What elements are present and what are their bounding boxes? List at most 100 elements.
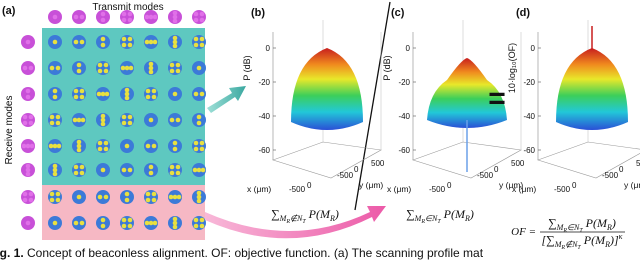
mode-lobe [172, 35, 178, 41]
mode-lobe [172, 146, 178, 152]
mode-lobe [193, 11, 199, 17]
x-tick-label: 0 [572, 181, 577, 190]
y-tick-label: 500 [371, 159, 385, 168]
formula: [∑MR∉NT P(MR)]κ [542, 232, 623, 251]
y-label: y (μm) [499, 180, 523, 190]
formula-part: ∈N [567, 223, 580, 232]
z-tick-label: -20 [398, 78, 410, 87]
mode-icon [72, 87, 86, 101]
mode-lobe [145, 191, 151, 197]
z-label: P (dB) [382, 55, 392, 80]
mode-lobe [148, 117, 154, 123]
mode-lobe [25, 94, 31, 100]
panel-label: (c) [391, 7, 405, 19]
mode-lobe [55, 197, 61, 203]
mode-lobe [196, 65, 202, 71]
mode-lobe [52, 163, 58, 169]
mode-lobe [193, 140, 199, 146]
mode-lobe [73, 170, 79, 176]
mode-lobe [172, 43, 178, 49]
mode-lobe [148, 14, 154, 20]
mode-lobe [76, 147, 82, 153]
formula-part: (M [451, 207, 466, 221]
formula-part: T [579, 228, 583, 234]
y-label: y (μm) [359, 180, 383, 190]
mode-lobe [192, 167, 198, 173]
mode-lobe [199, 11, 205, 17]
mode-lobe [79, 220, 85, 226]
mode-lobe [76, 139, 82, 145]
mode-lobe [28, 120, 34, 126]
mode-lobe [21, 143, 27, 149]
formula-part: M [556, 223, 565, 232]
mode-lobe [100, 11, 106, 17]
mode-icon [48, 113, 62, 127]
mode-icon [72, 10, 86, 24]
mode-lobe [169, 164, 175, 170]
formula-lhs: OF = [511, 226, 536, 238]
formula-part: ) [611, 216, 616, 230]
mode-icon [96, 61, 110, 75]
formula-part: ∈N [425, 214, 438, 223]
mode-lobe [25, 143, 31, 149]
mode-lobe [127, 223, 133, 229]
mode-lobe [79, 94, 85, 100]
mode-lobe [148, 220, 154, 226]
mode-lobe [148, 170, 154, 176]
y-tick-label: -500 [477, 171, 494, 180]
mode-lobe [175, 68, 181, 74]
formula-part: M [414, 214, 423, 223]
mode-lobe [79, 14, 85, 20]
mode-lobe [76, 194, 82, 200]
mode-lobe [145, 94, 151, 100]
mode-lobe [52, 94, 58, 100]
mode-icon [96, 139, 110, 153]
mode-lobe [55, 65, 61, 71]
mode-icon [168, 139, 182, 153]
mode-lobe [172, 14, 178, 20]
z-tick-label: -20 [258, 78, 270, 87]
mode-lobe [100, 121, 106, 127]
mode-lobe [196, 114, 202, 120]
z-tick-label: -40 [398, 112, 410, 121]
formula-part: R [604, 240, 610, 249]
mode-lobe [196, 198, 202, 204]
mode-lobe [100, 17, 106, 23]
mode-lobe [73, 164, 79, 170]
mode-lobe [49, 120, 55, 126]
mode-lobe [52, 39, 58, 45]
mode-icon [120, 113, 134, 127]
mode-lobe [151, 143, 157, 149]
mode-lobe [199, 146, 205, 152]
formula-part: (M [316, 207, 331, 221]
mode-lobe [148, 39, 154, 45]
mode-lobe [124, 65, 130, 71]
divider [354, 1, 391, 211]
mode-icon [144, 190, 158, 204]
mode-lobe [128, 65, 134, 71]
mode-lobe [196, 190, 202, 196]
mode-lobe [29, 143, 35, 149]
mode-lobe [175, 62, 181, 68]
z-tick-label: -40 [258, 112, 270, 121]
mode-lobe [76, 62, 82, 68]
mode-lobe [121, 36, 127, 42]
mode-lobe [172, 194, 178, 200]
mode-lobe [79, 88, 85, 94]
y-tick-label: -500 [602, 171, 619, 180]
mode-lobe [200, 167, 206, 173]
mode-lobe [28, 191, 34, 197]
mode-icon [21, 190, 35, 204]
mode-icon [120, 216, 134, 230]
mode-icon [21, 87, 35, 101]
mode-icon [168, 163, 182, 177]
mode-icon [72, 163, 86, 177]
floor [537, 141, 640, 179]
mode-lobe [73, 220, 79, 226]
mode-lobe [144, 39, 150, 45]
mode-icon [144, 163, 158, 177]
mode-lobe [49, 197, 55, 203]
x-tick-label: 0 [447, 181, 452, 190]
mode-lobe [152, 39, 158, 45]
